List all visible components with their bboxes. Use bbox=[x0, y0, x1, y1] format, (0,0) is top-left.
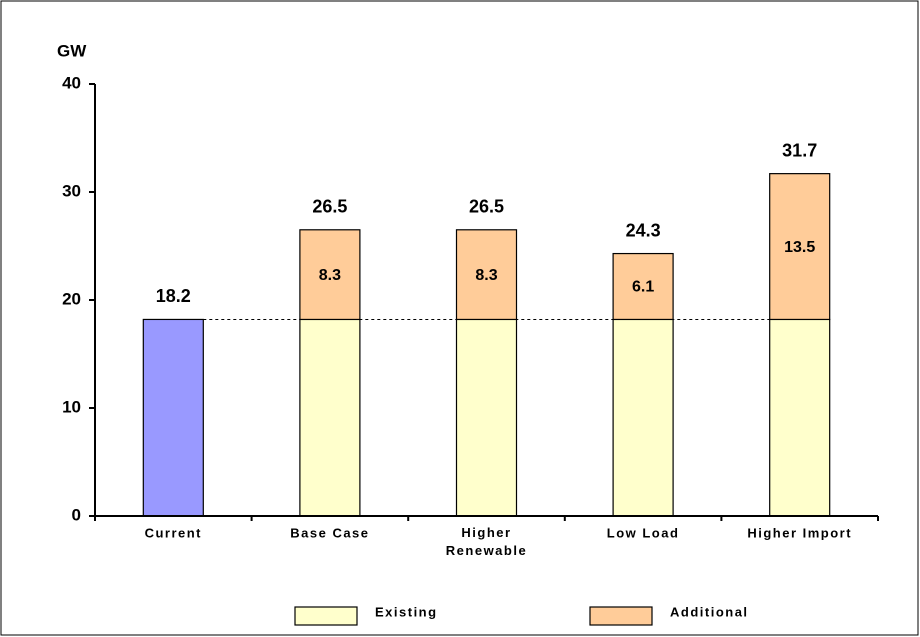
y-tick-label: 0 bbox=[72, 505, 81, 524]
segment-label: 8.3 bbox=[319, 267, 341, 284]
legend-swatch bbox=[589, 606, 653, 626]
y-tick-label: 20 bbox=[62, 289, 81, 308]
bar-additional bbox=[612, 252, 674, 321]
total-label: 26.5 bbox=[469, 197, 504, 217]
x-tick-label: Higher Import bbox=[747, 525, 852, 540]
y-tick-label: 10 bbox=[62, 397, 81, 416]
bar-existing bbox=[612, 318, 674, 517]
legend-swatch bbox=[294, 606, 358, 626]
x-tick-label: Low Load bbox=[607, 525, 680, 540]
x-tick-label: Higher Renewable bbox=[446, 525, 527, 558]
segment-label: 13.5 bbox=[784, 239, 815, 256]
bar-existing bbox=[769, 318, 831, 517]
bar-additional bbox=[455, 229, 518, 321]
bar-existing bbox=[455, 318, 518, 517]
y-axis-label: GW bbox=[57, 41, 87, 60]
bar-existing bbox=[142, 318, 204, 517]
legend-label: Additional bbox=[670, 604, 749, 619]
total-label: 26.5 bbox=[312, 197, 347, 217]
segment-label: 8.3 bbox=[475, 267, 497, 284]
total-label: 24.3 bbox=[626, 220, 661, 240]
segment-label: 6.1 bbox=[632, 279, 654, 296]
y-tick-label: 40 bbox=[62, 73, 81, 92]
total-label: 18.2 bbox=[156, 286, 191, 306]
bar-additional bbox=[299, 229, 361, 321]
bar-additional bbox=[769, 173, 831, 321]
bar-existing bbox=[299, 318, 361, 517]
x-tick-label: Base Case bbox=[290, 525, 369, 540]
total-label: 31.7 bbox=[782, 140, 817, 160]
x-tick-label: Current bbox=[145, 525, 202, 540]
y-tick-label: 30 bbox=[62, 181, 81, 200]
legend-label: Existing bbox=[375, 604, 438, 619]
